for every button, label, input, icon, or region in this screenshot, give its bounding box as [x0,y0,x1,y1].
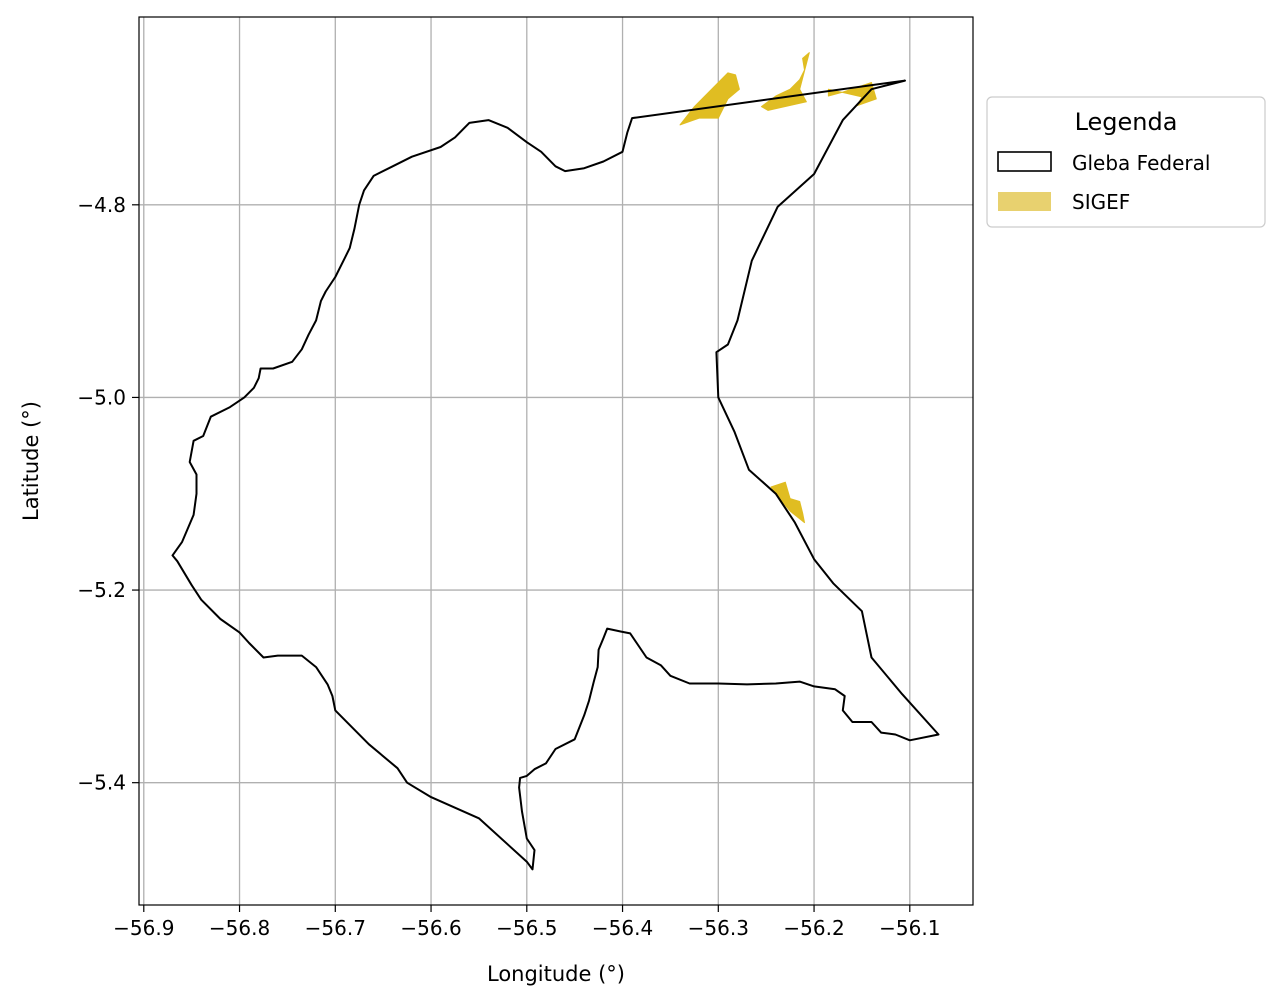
y-tick-label: −5.4 [77,771,126,795]
y-tick-label: −5.0 [77,385,126,409]
sigef-parcel [827,82,877,107]
x-tick-label: −56.2 [783,916,844,940]
x-tick-label: −56.8 [209,916,270,940]
x-tick-label: −56.5 [496,916,557,940]
x-tick-label: −56.3 [688,916,749,940]
legend-box [986,96,1266,228]
legend-label-gleba-federal: Gleba Federal [1072,151,1210,175]
sigef-parcel [679,72,740,126]
y-tick-label: −5.2 [77,578,126,602]
legend-title: Legenda [1075,108,1178,136]
x-tick-label: −56.7 [305,916,366,940]
x-axis-label: Longitude (°) [487,962,625,986]
x-tick-label: −56.4 [592,916,653,940]
gleba-federal-layer [171,79,940,871]
axes-frame [138,16,974,906]
legend-swatch-sigef [998,192,1051,211]
y-axis-label: Latitude (°) [19,401,43,521]
x-tick-label: −56.9 [113,916,174,940]
gleba-federal-boundary [171,79,940,871]
legend-swatch-gleba-federal [997,151,1052,172]
x-tick-label: −56.6 [400,916,461,940]
legend: Legenda Gleba Federal SIGEF [986,96,1266,228]
x-axis-ticks: −56.9 −56.8 −56.7 −56.6 −56.5 −56.4 −56.3 −56.2… [113,905,940,940]
legend-label-sigef: SIGEF [1072,190,1130,214]
grid-lines [139,17,973,905]
y-tick-label: −4.8 [77,193,126,217]
x-tick-label: −56.1 [879,916,940,940]
y-axis-ticks: −4.8 −5.0 −5.2 −5.4 [77,193,139,795]
